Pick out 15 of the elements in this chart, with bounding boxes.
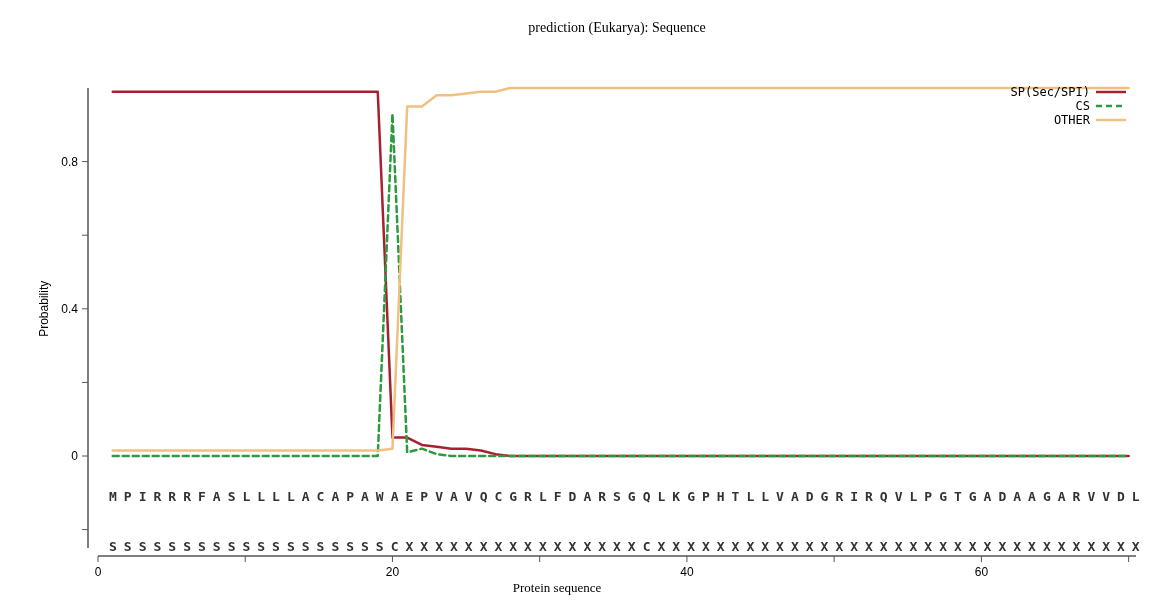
y-tick-label: 0.8 <box>61 154 79 169</box>
y-axis-title: Probability <box>37 280 51 337</box>
x-tick-label: 40 <box>680 565 694 579</box>
x-axis-title: Protein sequence <box>512 580 602 595</box>
chart-title: prediction (Eukarya): Sequence <box>528 20 706 36</box>
y-tick-label: 0 <box>71 449 79 463</box>
legend-label: SP(Sec/SPI) <box>1010 85 1090 99</box>
x-tick-label: 0 <box>94 565 102 579</box>
legend-label: CS <box>1075 99 1090 113</box>
x-tick-label: 20 <box>385 565 400 579</box>
x-tick-label: 60 <box>974 565 989 579</box>
legend-label: OTHER <box>1053 113 1091 127</box>
y-tick-label: 0.4 <box>61 301 79 316</box>
annotation: M P I R R R F A S L L L L A C A P A W A E P V A V Q C G R L F D A R S G Q L K G P H T L L V A D G R I R Q V L P G T G A D A A G A R V V D L <box>109 489 1140 504</box>
annotation: S S S S S S S S S S S S S S S S S S S C X X X X X X X X X X X X X X X X C X X X X X X X X X X X X X X X X X X X X X X X X X X X X X X X X X <box>109 539 1140 554</box>
